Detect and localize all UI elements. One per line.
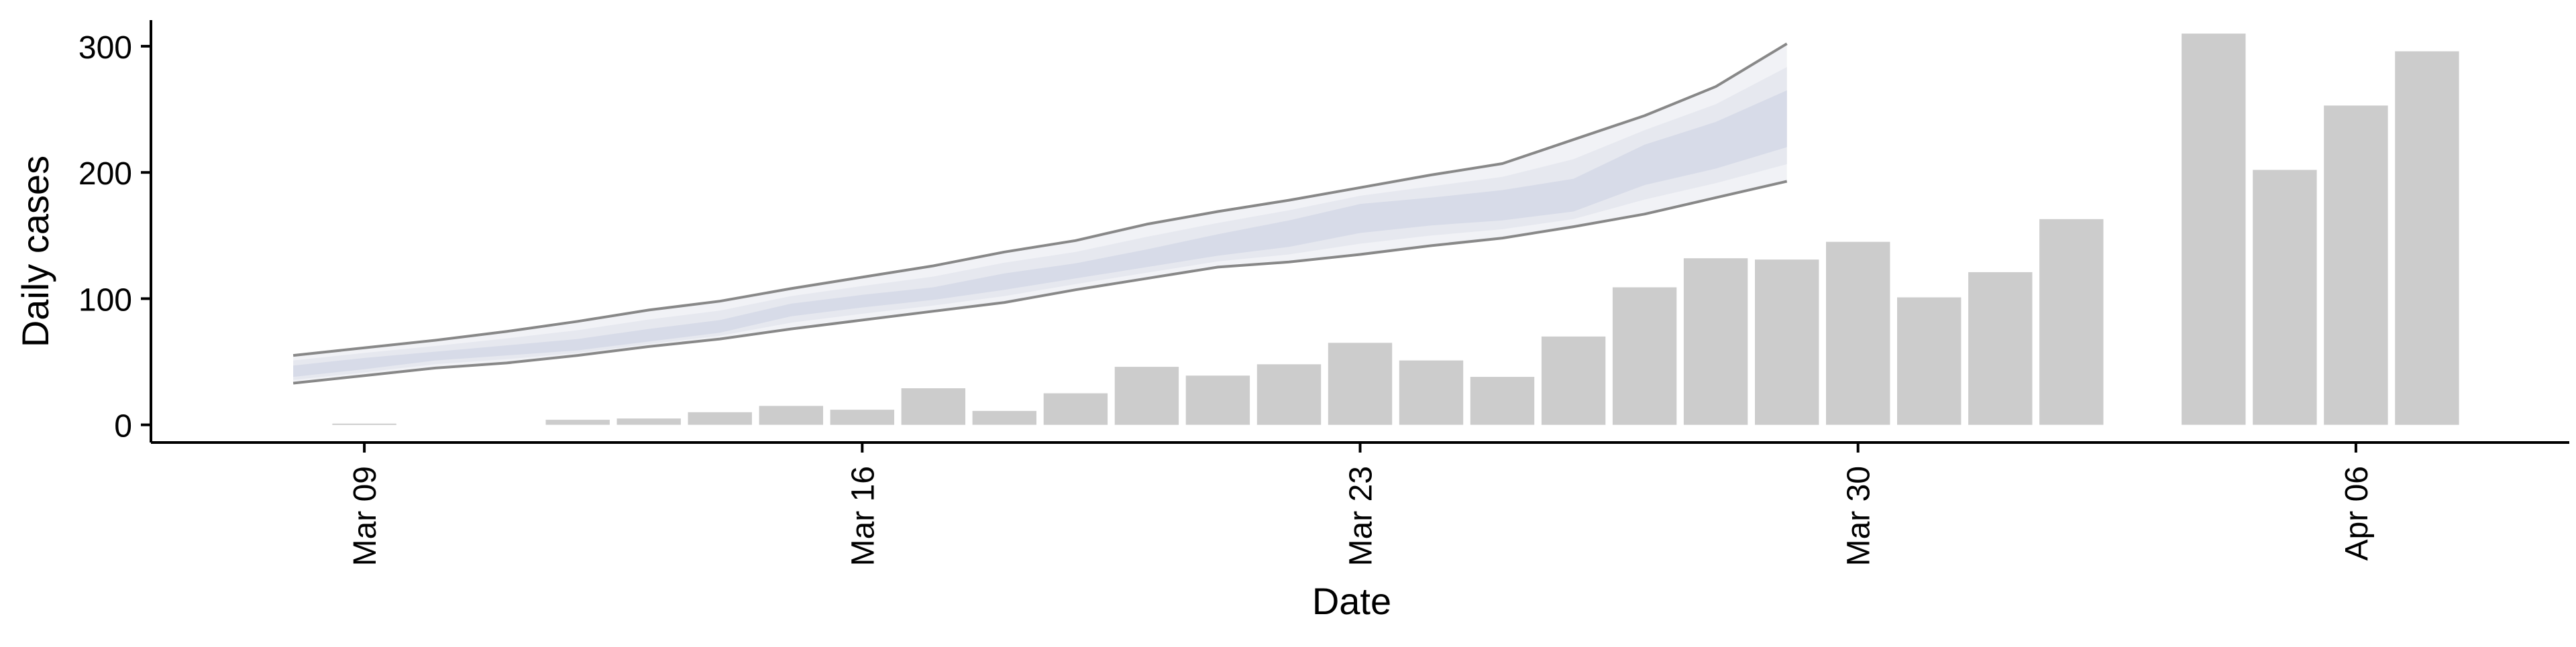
x-tick-label-2020-03-09: Mar 09 — [347, 466, 383, 566]
forecast-lower-line — [292, 180, 1788, 385]
bar-2020-03-27 — [1612, 287, 1677, 425]
bars-layer — [332, 34, 2459, 425]
forecast-layer — [292, 42, 1788, 385]
x-axis-title: Date — [1312, 580, 1391, 622]
axes-layer: 0 100 200 300 Mar 09 Mar 16 Mar 23 Mar 30 Apr 06 — [78, 20, 2569, 566]
x-tick-label-2020-04-06: Apr 06 — [2339, 466, 2375, 561]
bar-2020-03-19 — [1043, 393, 1108, 425]
bar-2020-03-28 — [1683, 258, 1748, 425]
bar-2020-03-31 — [1897, 297, 1962, 425]
y-axis-title: Daily cases — [14, 156, 56, 347]
bar-2020-04-01 — [1968, 272, 2033, 425]
bar-2020-03-14 — [688, 412, 752, 425]
y-tick-label-300: 300 — [78, 30, 132, 66]
bar-2020-03-09 — [332, 423, 396, 425]
bar-2020-03-23 — [1328, 343, 1393, 425]
bar-2020-04-07 — [2395, 51, 2459, 425]
bar-2020-04-06 — [2324, 105, 2388, 425]
bar-2020-03-13 — [616, 418, 681, 425]
bar-2020-04-04 — [2182, 34, 2246, 425]
bar-2020-03-12 — [545, 420, 610, 425]
y-tick-label-200: 200 — [78, 156, 132, 192]
y-tick-label-0: 0 — [114, 409, 132, 445]
y-tick-label-100: 100 — [78, 282, 132, 318]
bar-2020-04-05 — [2253, 170, 2317, 425]
forecast-middle-band — [293, 67, 1787, 380]
bar-2020-03-18 — [972, 410, 1036, 425]
x-tick-label-2020-03-23: Mar 23 — [1344, 466, 1379, 566]
bar-2020-03-21 — [1185, 375, 1250, 425]
bar-2020-03-17 — [901, 388, 965, 425]
bar-2020-03-29 — [1755, 259, 1819, 425]
bar-2020-03-26 — [1541, 336, 1606, 425]
bar-2020-03-22 — [1256, 364, 1322, 425]
x-tick-label-2020-03-16: Mar 16 — [845, 466, 881, 566]
bar-2020-04-02 — [2039, 219, 2104, 425]
forecast-upper-line — [292, 42, 1788, 357]
bar-2020-03-20 — [1114, 367, 1179, 425]
bar-2020-03-25 — [1470, 377, 1535, 425]
bar-2020-03-24 — [1399, 360, 1464, 425]
x-tick-label-2020-03-30: Mar 30 — [1841, 466, 1877, 566]
bar-2020-03-15 — [759, 406, 823, 425]
bar-2020-03-16 — [830, 410, 894, 425]
bar-2020-03-30 — [1826, 241, 1890, 425]
